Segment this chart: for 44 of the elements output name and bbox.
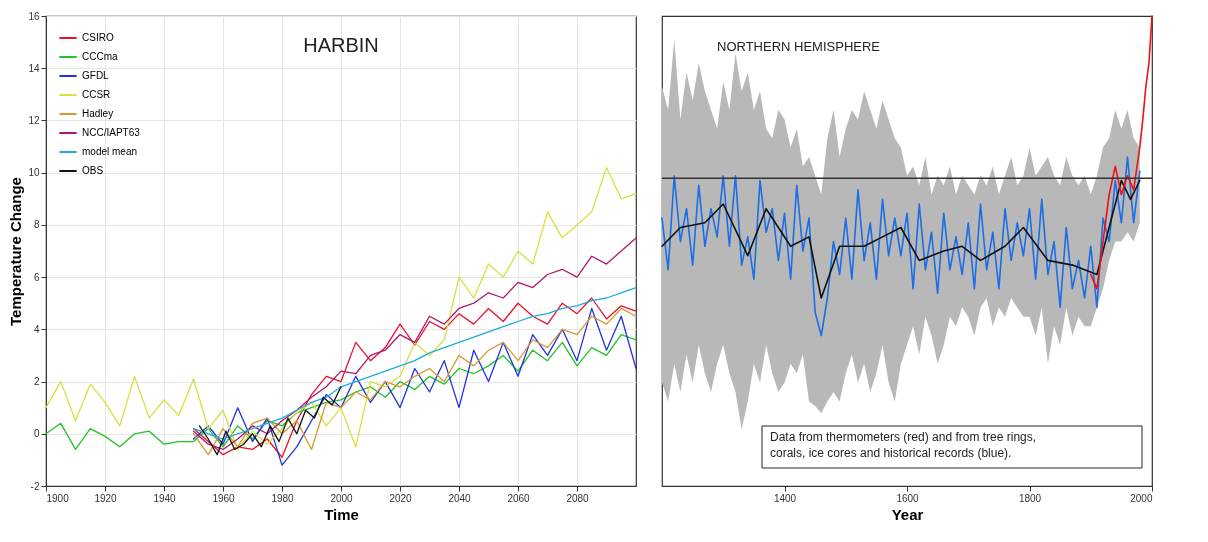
legend-label: CCSR [82,89,111,100]
x-tick-label: 1900 [46,492,70,504]
x-tick-label: 1960 [212,492,236,504]
x-tick-label: 1980 [271,492,295,504]
y-axis-title: Temperature Change [7,177,25,326]
line-series [198,386,342,456]
x-tick-label: 2040 [448,492,472,504]
legend-label: CCCma [82,51,118,62]
legend-label: OBS [82,165,104,176]
x-tick-label: 2000 [330,492,354,504]
legend-label: model mean [82,146,138,157]
y-tick-label: 2 [33,376,40,388]
x-tick-label: 1600 [896,492,920,504]
y-tick-label: 12 [28,114,40,126]
y-tick-label: 0 [33,428,40,440]
y-tick-label: -2 [30,480,40,492]
y-tick-label: 16 [28,10,40,22]
x-tick-label: 2020 [389,492,413,504]
y-tick-label: 4 [33,323,40,335]
x-tick-label: 1800 [1018,492,1042,504]
x-axis-title: Year [891,505,924,523]
y-tick-label: 14 [28,62,40,74]
legend-label: Hadley [82,108,114,119]
x-tick-label: 2080 [566,492,590,504]
x-tick-label: 2060 [507,492,531,504]
line-series [45,333,637,451]
x-tick-label: 1920 [94,492,118,504]
legend-label: NCC/IAPT63 [82,127,141,138]
legend-label: GFDL [82,70,110,81]
line-series [192,286,637,440]
x-axis-title: Time [324,505,359,523]
y-tick-label: 8 [33,219,40,231]
y-tick-label: 10 [28,167,40,179]
legend-label: CSIRO [82,32,114,43]
x-tick-label: 1940 [153,492,177,504]
annotation: corals, ice cores and historical records (blue). [770,446,1012,460]
text: NORTHERN HEMISPHERE [717,39,881,54]
annotation: Data from thermometers (red) and from tree rings, [770,430,1037,444]
line-series [192,237,637,451]
text: HARBIN [303,34,379,56]
y-tick-label: 6 [33,271,40,283]
x-tick-label: 2000 [1130,492,1153,504]
line-series [45,166,637,451]
x-tick-label: 1400 [773,492,797,504]
